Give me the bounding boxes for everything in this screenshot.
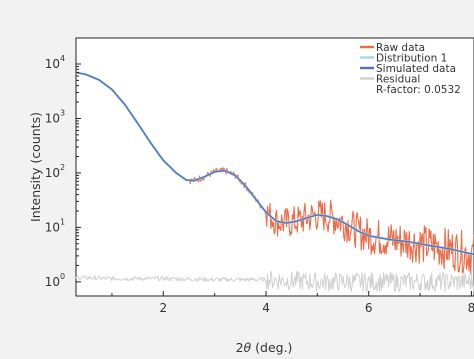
x-tick-label: 6 [365, 301, 373, 315]
y-tick-exponent: 1 [60, 217, 65, 226]
x-axis-label-theta: θ [244, 340, 252, 355]
x-axis-label: 2θ (deg.) [236, 340, 293, 355]
x-tick-label: 4 [262, 301, 270, 315]
x-axis-label-prefix: 2 [236, 340, 244, 355]
r-factor-annotation: R-factor: 0.0532 [376, 84, 461, 96]
y-tick-label: 10 [45, 57, 60, 71]
legend-label-distribution-1: Distribution 1 [376, 53, 447, 65]
residual-series-group [75, 270, 474, 293]
x-axis-label-suffix: (deg.) [251, 340, 292, 355]
simulated-data-line [75, 71, 474, 255]
legend-label-simulated-data: Simulated data [376, 63, 456, 75]
x-tick-label: 2 [159, 301, 167, 315]
legend-label-raw-data: Raw data [376, 42, 425, 54]
y-tick-label: 10 [45, 111, 60, 125]
y-tick-exponent: 0 [60, 272, 65, 281]
x-tick-label: 8 [468, 301, 474, 315]
y-tick-exponent: 2 [60, 163, 65, 172]
y-tick-label: 10 [45, 220, 60, 234]
simulated-data-series-group [75, 71, 474, 255]
y-tick-exponent: 4 [60, 54, 65, 63]
y-tick-label: 10 [45, 275, 60, 289]
y-axis-label: Intensity (counts) [28, 112, 43, 222]
residual-line [75, 270, 474, 293]
y-tick-exponent: 3 [60, 108, 65, 117]
y-tick-label: 10 [45, 166, 60, 180]
legend-label-residual: Residual [376, 74, 420, 86]
